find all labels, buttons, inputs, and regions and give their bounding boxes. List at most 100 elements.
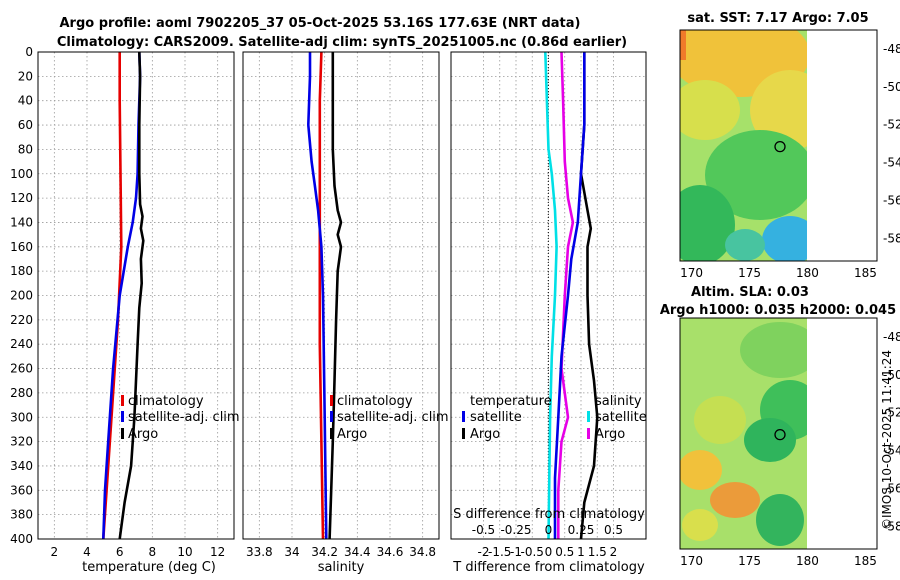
x-tick-label: -2 xyxy=(478,545,490,559)
longitude-tick-label: 170 xyxy=(680,554,703,568)
latitude-tick-label: -48 xyxy=(883,330,900,344)
legend-argo-label: Argo xyxy=(128,427,158,442)
x-tick-label: 33.8 xyxy=(246,545,273,559)
depth-tick-label: 360 xyxy=(10,483,33,497)
salinity-panel: 33.8 34 34.2 34.4 34.6 34.8 salinity climatol… xyxy=(242,51,449,575)
x-tick-label: 2 xyxy=(51,545,59,559)
x-tick-label: 8 xyxy=(149,545,157,559)
latitude-tick-label: -54 xyxy=(883,156,900,170)
depth-tick-label: 60 xyxy=(18,118,33,132)
temperature-xlabel: temperature (deg C) xyxy=(82,560,216,575)
legend-salinity-heading: salinity xyxy=(595,394,642,409)
legend-climatology-swatch xyxy=(330,395,333,406)
x-tick-label: 2 xyxy=(610,545,618,559)
s-difference-xlabel: S difference from climatology xyxy=(453,507,645,522)
longitude-tick-label: 170 xyxy=(680,266,703,280)
sla-map-title-line2: Argo h1000: 0.035 h2000: 0.045 xyxy=(660,303,896,318)
series-line-salinity-argo xyxy=(553,52,586,539)
longitude-tick-label: 185 xyxy=(854,266,877,280)
legend-argo-swatch xyxy=(330,428,333,439)
latitude-tick-label: -56 xyxy=(883,481,900,495)
depth-tick-label: 260 xyxy=(10,362,33,376)
depth-tick-label: 200 xyxy=(10,289,33,303)
legend-satellite-clim-swatch xyxy=(330,411,333,422)
legend-s-argo-swatch xyxy=(587,428,590,439)
depth-tick-label: 20 xyxy=(18,69,33,83)
series-line-temperature-satellite xyxy=(544,51,558,540)
latitude-tick-label: -48 xyxy=(883,42,900,56)
x-tick-label: 12 xyxy=(210,545,225,559)
longitude-tick-label: 180 xyxy=(796,554,819,568)
longitude-tick-label: 180 xyxy=(796,266,819,280)
sst-map: sat. SST: 7.17 Argo: 7.05 -48 -50 -52 -54 -5… xyxy=(679,11,900,280)
s-difference-tick-label: 0.25 xyxy=(568,523,595,537)
legend-temperature-heading: temperature xyxy=(470,394,552,409)
legend-satellite-clim-swatch xyxy=(121,411,124,422)
legend-t-argo-label: Argo xyxy=(470,427,500,442)
x-tick-label: 0 xyxy=(545,545,553,559)
x-tick-label: 0.5 xyxy=(555,545,574,559)
salinity-xlabel: salinity xyxy=(318,560,365,575)
imos-credit: ©IMOS 10-Oct-2025 11:41:24 xyxy=(880,350,894,530)
depth-tick-label: 240 xyxy=(10,337,33,351)
sla-map-title-line1: Altim. SLA: 0.03 xyxy=(691,285,809,300)
depth-tick-label: 80 xyxy=(18,142,33,156)
legend-satellite-clim-label: satellite-adj. clim xyxy=(128,410,240,425)
series-line-argo xyxy=(118,51,145,540)
sst-heatmap-field xyxy=(680,30,807,261)
figure-title-line2: Climatology: CARS2009. Satellite-adj cli… xyxy=(57,35,627,50)
series-line-satellite-adj-clim xyxy=(306,52,328,540)
latitude-tick-label: -50 xyxy=(883,368,900,382)
salinity-axes-box xyxy=(242,51,440,540)
difference-panel: -2-1.5-1-0.5 0 0.5 1 1.5 2 T difference from … xyxy=(450,51,647,575)
depth-tick-label: 40 xyxy=(18,94,33,108)
longitude-tick-label: 175 xyxy=(738,266,761,280)
series-line-climatology xyxy=(102,52,123,540)
depth-tick-label: 160 xyxy=(10,240,33,254)
depth-tick-label: 100 xyxy=(10,167,33,181)
x-tick-label: 1.5 xyxy=(588,545,607,559)
legend-argo-swatch xyxy=(121,428,124,439)
x-tick-label: 34.4 xyxy=(344,545,371,559)
sla-map: Altim. SLA: 0.03 Argo h1000: 0.035 h2000… xyxy=(660,285,900,568)
series-line-climatology xyxy=(318,51,325,540)
legend-s-satellite-swatch xyxy=(587,411,590,422)
x-tick-label: 34.8 xyxy=(409,545,436,559)
latitude-tick-label: -56 xyxy=(883,193,900,207)
depth-tick-label: 280 xyxy=(10,386,33,400)
depth-tick-label: 120 xyxy=(10,191,33,205)
x-tick-label: 34.6 xyxy=(377,545,404,559)
temperature-panel: 0 20 40 60 80 100 120 140 160 180 200 220 240 260 280 3… xyxy=(10,45,240,575)
legend-argo-label: Argo xyxy=(337,427,367,442)
salinity-legend: climatology satellite-adj. clim Argo xyxy=(330,394,449,442)
t-difference-xlabel: T difference from climatology xyxy=(452,560,645,575)
series-line-argo xyxy=(328,52,343,540)
s-difference-tick-label: -0.5 xyxy=(472,523,495,537)
depth-tick-label: 220 xyxy=(10,313,33,327)
latitude-tick-label: -58 xyxy=(883,231,900,245)
latitude-tick-label: -54 xyxy=(883,444,900,458)
sst-map-title: sat. SST: 7.17 Argo: 7.05 xyxy=(687,11,868,26)
s-difference-tick-label: -0.25 xyxy=(500,523,531,537)
legend-climatology-swatch xyxy=(121,395,124,406)
x-tick-label: 6 xyxy=(116,545,124,559)
longitude-tick-label: 185 xyxy=(854,554,877,568)
x-tick-label: -1.5 xyxy=(488,545,511,559)
latitude-tick-label: -50 xyxy=(883,80,900,94)
depth-tick-label: 300 xyxy=(10,410,33,424)
legend-climatology-label: climatology xyxy=(128,394,204,409)
depth-tick-label: 340 xyxy=(10,459,33,473)
legend-s-argo-label: Argo xyxy=(595,427,625,442)
depth-tick-label: 380 xyxy=(10,508,33,522)
legend-t-satellite-label: satellite xyxy=(470,410,522,425)
x-tick-label: 1 xyxy=(577,545,585,559)
difference-axes-box xyxy=(450,51,647,540)
sst-map-axes xyxy=(679,29,878,262)
latitude-tick-label: -52 xyxy=(883,406,900,420)
legend-satellite-clim-label: satellite-adj. clim xyxy=(337,410,449,425)
x-tick-label: 34 xyxy=(284,545,299,559)
depth-tick-label: 0 xyxy=(25,45,33,59)
latitude-tick-label: -52 xyxy=(883,118,900,132)
legend-t-argo-swatch xyxy=(462,428,465,439)
